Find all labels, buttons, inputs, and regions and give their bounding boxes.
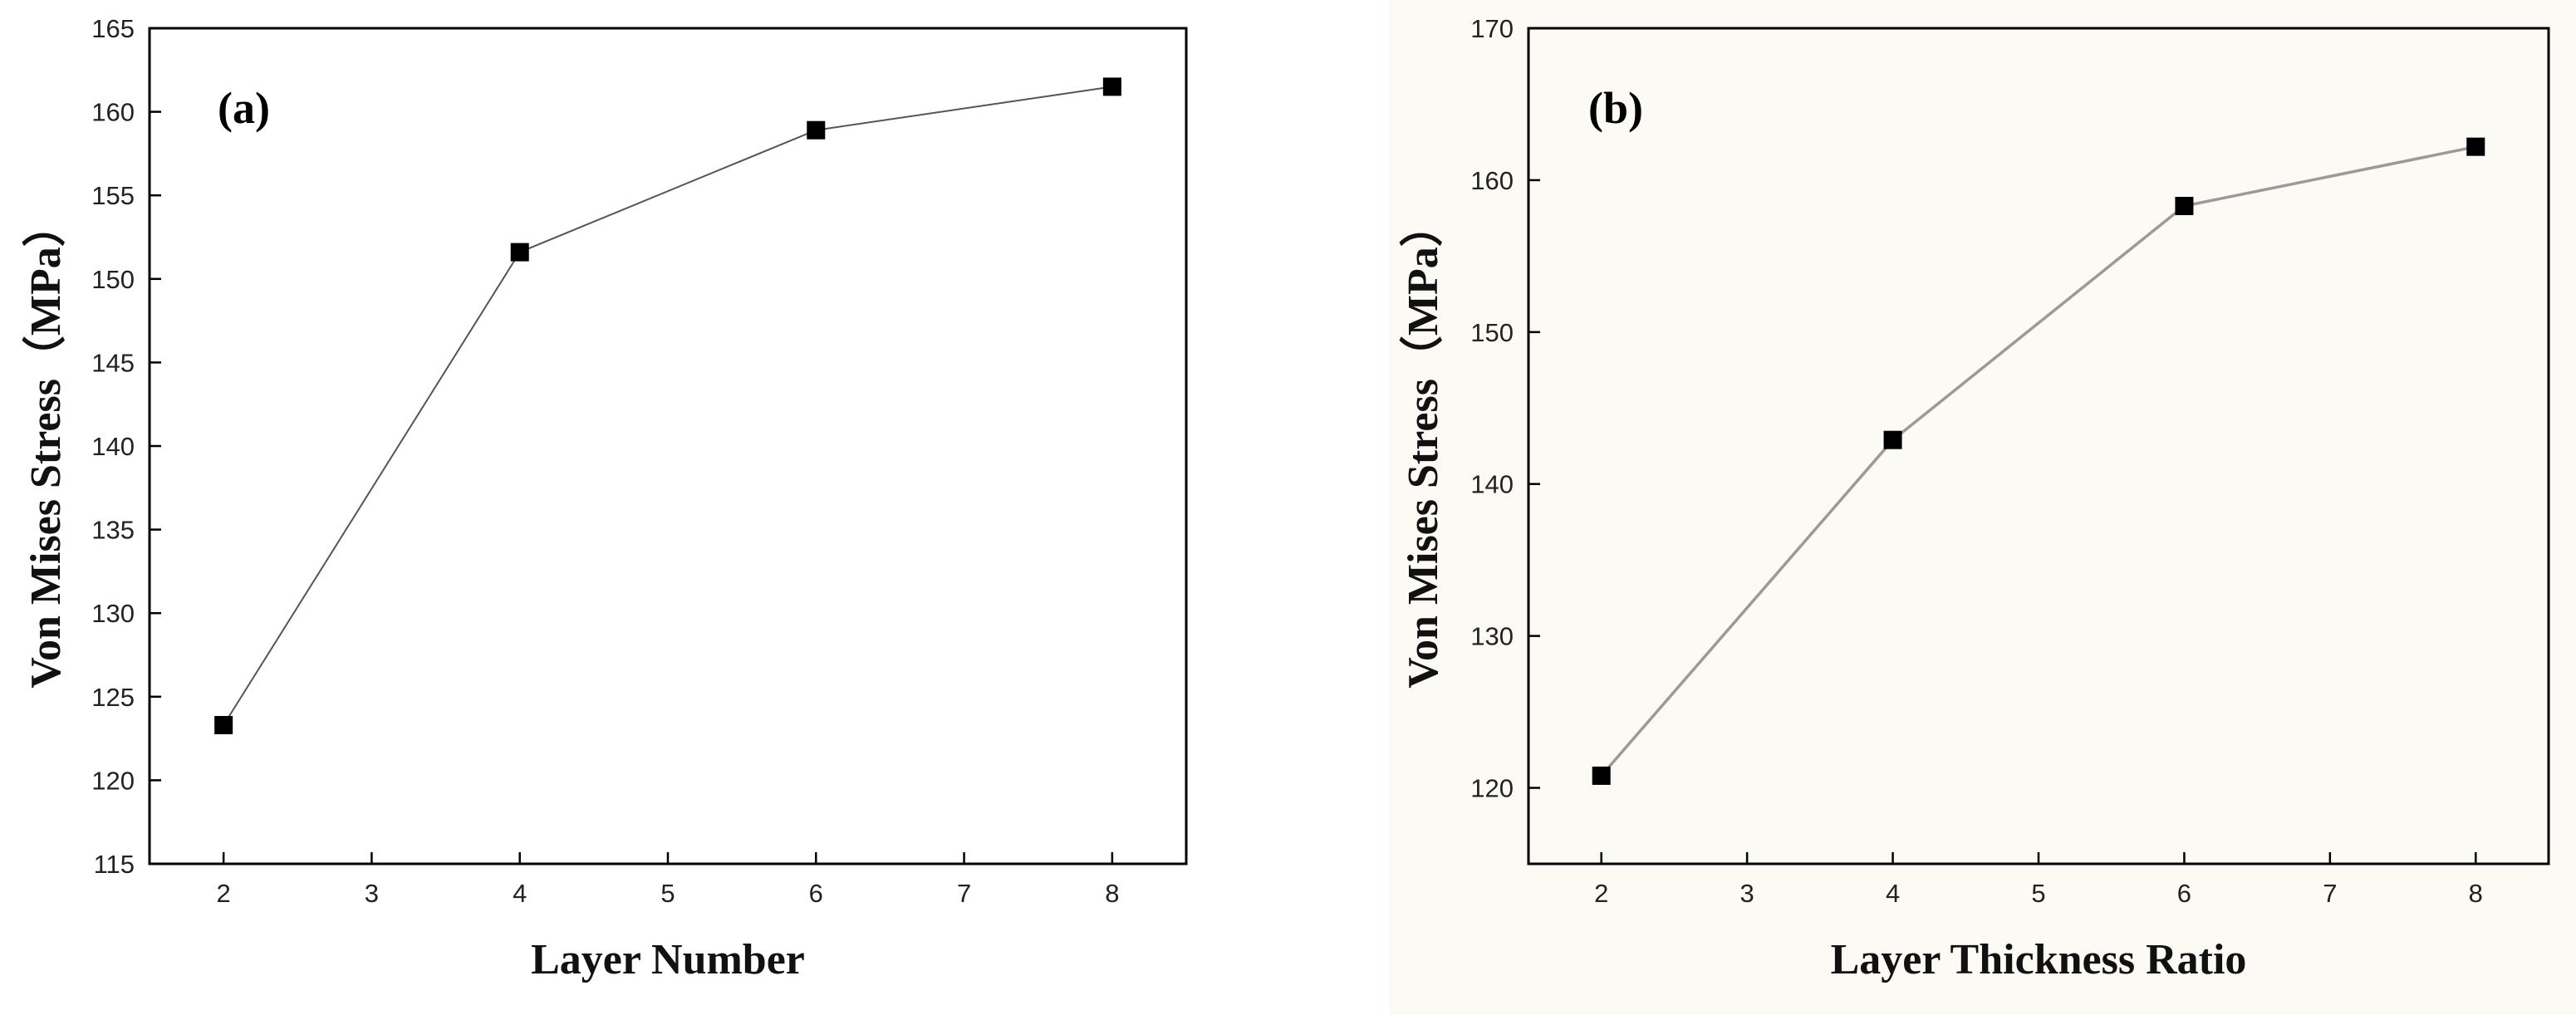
a-y-axis-title: Von Mises Stress（MPa） <box>22 203 70 689</box>
a-y-tick-label: 155 <box>91 181 135 210</box>
a-data-point <box>510 243 529 262</box>
a-data-point <box>1102 77 1121 96</box>
b-data-point <box>2175 197 2194 216</box>
b-data-point <box>1592 766 1611 785</box>
a-y-tick-label: 160 <box>91 98 135 127</box>
a-x-axis-title: Layer Number <box>531 936 805 983</box>
b-x-tick-label: 4 <box>1886 879 1900 908</box>
a-panel-label: (a) <box>218 83 270 133</box>
b-x-tick-label: 3 <box>1740 879 1754 908</box>
a-x-tick-label: 2 <box>217 879 231 908</box>
b-y-tick-label: 120 <box>1470 774 1514 803</box>
a-x-tick-label: 6 <box>809 879 823 908</box>
b-y-tick-label: 150 <box>1470 318 1514 347</box>
a-x-tick-label: 7 <box>957 879 971 908</box>
a-y-tick-label: 150 <box>91 265 135 294</box>
a-y-tick-label: 130 <box>91 599 135 628</box>
a-y-tick-label: 165 <box>91 14 135 43</box>
a-y-tick-label: 135 <box>91 516 135 545</box>
a-data-point <box>214 716 233 735</box>
b-y-axis-title: Von Mises Stress（MPa） <box>1399 203 1447 689</box>
a-y-tick-label: 140 <box>91 432 135 461</box>
panel-a: 2 3 4 5 6 7 8 115 120 125 130 135 140 145 150 155 160 165… <box>22 14 1188 983</box>
a-x-tick-label: 3 <box>365 879 379 908</box>
a-y-tick-label: 115 <box>94 850 135 879</box>
a-y-tick-label: 145 <box>91 348 135 377</box>
b-y-tick-label: 140 <box>1470 470 1514 499</box>
b-series-line <box>1600 145 2476 777</box>
b-x-tick-label: 8 <box>2469 879 2483 908</box>
panel-b-background <box>1389 0 2576 1015</box>
a-x-tick-label: 5 <box>660 879 675 908</box>
a-data-point <box>807 120 826 140</box>
panel-b: 2 3 4 5 6 7 8 120 130 140 150 160 170 (b) Layer Thickn… <box>1399 14 2550 983</box>
b-data-point <box>2466 137 2485 156</box>
b-y-tick-label: 160 <box>1470 166 1514 195</box>
a-y-tick-label: 125 <box>91 683 135 712</box>
b-data-point <box>1883 430 1902 449</box>
b-x-tick-label: 2 <box>1594 879 1608 908</box>
a-x-tick-label: 8 <box>1105 879 1119 908</box>
b-x-tick-label: 5 <box>2031 879 2045 908</box>
a-x-tick-label: 4 <box>513 879 527 908</box>
b-x-tick-label: 7 <box>2323 879 2337 908</box>
a-series-line <box>223 86 1113 726</box>
a-plot-frame <box>148 27 1188 865</box>
b-panel-label: (b) <box>1588 83 1643 133</box>
b-x-axis-title: Layer Thickness Ratio <box>1831 936 2247 983</box>
b-x-tick-label: 6 <box>2177 879 2191 908</box>
b-y-tick-label: 170 <box>1470 14 1514 43</box>
a-y-tick-label: 120 <box>91 766 135 795</box>
b-y-tick-label: 130 <box>1470 622 1514 651</box>
